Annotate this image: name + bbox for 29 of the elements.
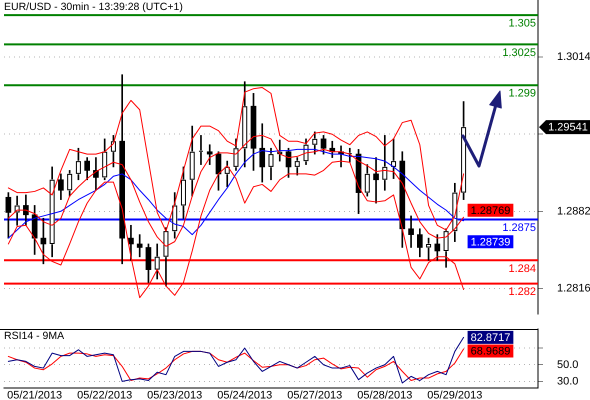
chart-title: EUR/USD - 30min - 13:39:28 (UTC+1): [4, 1, 183, 14]
y-tick-label: 30.0: [557, 375, 578, 388]
x-tick-label: 05/29/2013: [427, 390, 482, 400]
candlestick: [426, 238, 432, 261]
candlestick: [373, 157, 379, 204]
ref-line-label: 1.282: [508, 286, 536, 298]
ref-line-label: 1.305: [508, 18, 536, 30]
y-tick-label: 1.2816: [557, 282, 590, 294]
data-label: 68.9689: [470, 346, 510, 358]
ref-line-label: 1.299: [508, 88, 536, 100]
ref-line-label: 1.3025: [502, 46, 536, 59]
text: 1.29541: [548, 122, 588, 134]
data-label: 1.28739: [470, 236, 510, 248]
x-tick-label: 05/22/2013: [77, 390, 132, 400]
chart-title: RSI14 - 9MA: [4, 330, 64, 342]
ref-line-label: 1.284: [508, 262, 536, 275]
x-tick-label: 05/23/2013: [147, 390, 202, 400]
ref-line-label: 1.2875: [502, 222, 536, 234]
y-tick-label: 50.0: [557, 358, 578, 371]
candlestick: [390, 138, 396, 179]
x-tick-label: 05/27/2013: [287, 390, 342, 400]
candlestick: [408, 216, 414, 248]
data-label: 82.8717: [470, 332, 510, 344]
data-label: 1.28769: [470, 204, 510, 217]
x-tick-label: 05/24/2013: [217, 390, 272, 400]
y-tick-label: 1.3014: [557, 51, 590, 64]
x-tick-label: 05/21/2013: [7, 390, 62, 400]
y-tick-label: 1.2882: [557, 205, 590, 218]
x-tick-label: 05/28/2013: [357, 390, 412, 400]
